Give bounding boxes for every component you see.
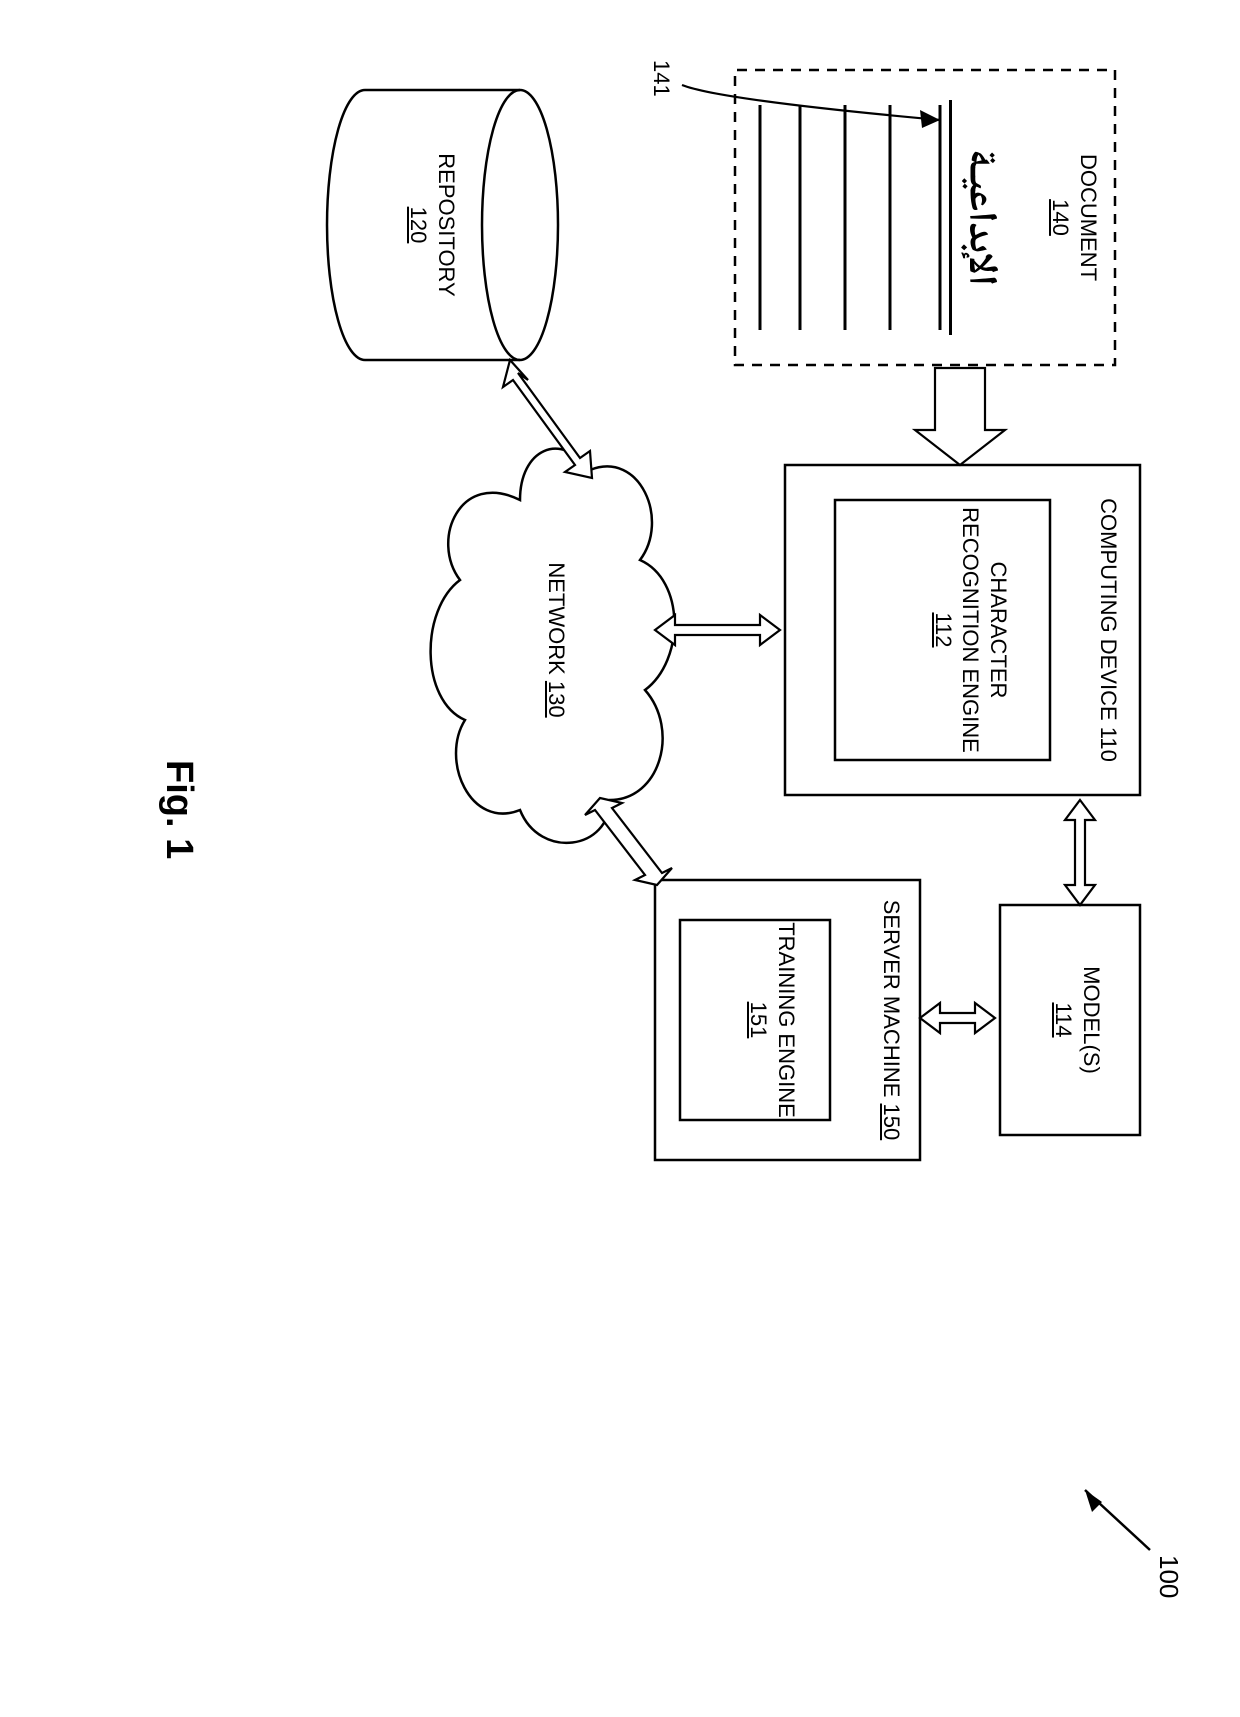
system-ref-label: 100 <box>1153 1555 1186 1598</box>
cre-ref: 112 <box>931 612 956 647</box>
network-title-text: NETWORK <box>544 562 569 674</box>
repository-title: REPOSITORY 120 <box>405 90 460 360</box>
arrow-doc-to-computing <box>915 368 1005 465</box>
system-ref-leader <box>1085 1490 1150 1550</box>
word-ref-label: 141 <box>648 60 676 97</box>
arrow-computing-models <box>1065 800 1095 905</box>
arrow-repo-network <box>503 360 592 478</box>
repository-ref: 120 <box>407 207 432 244</box>
document-title: DOCUMENT 140 <box>1047 70 1102 365</box>
word-label-leader <box>682 85 940 128</box>
diagram-stage: 100 DOCUMENT 140 الإبداعيـة 141 COMPUTIN… <box>0 0 1240 1717</box>
computing-title: COMPUTING DEVICE 110 <box>1095 465 1123 795</box>
arabic-word: الإبداعيـة <box>949 100 1008 335</box>
network-title: NETWORK 130 <box>543 540 571 740</box>
cre-title: CHARACTER RECOGNITION ENGINE 112 <box>930 500 1013 760</box>
document-title-text: DOCUMENT <box>1076 154 1101 281</box>
models-ref: 114 <box>1052 1002 1077 1037</box>
models-title-text: MODEL(S) <box>1079 966 1104 1074</box>
document-ref: 140 <box>1049 199 1074 236</box>
arrow-computing-network <box>655 615 780 645</box>
repository-title-text: REPOSITORY <box>434 153 459 296</box>
training-title-text: TRAINING ENGINE <box>774 922 799 1118</box>
server-title: SERVER MACHINE 150 <box>878 880 906 1160</box>
training-title: TRAINING ENGINE 151 <box>745 920 800 1120</box>
server-title-text: SERVER MACHINE <box>879 900 904 1098</box>
server-ref: 150 <box>879 1104 904 1141</box>
arrow-models-server <box>920 1003 995 1033</box>
network-ref: 130 <box>544 681 569 718</box>
figure-caption: Fig. 1 <box>157 760 200 859</box>
models-title: MODEL(S) 114 <box>1050 905 1105 1135</box>
cre-title-text: CHARACTER RECOGNITION ENGINE <box>959 507 1012 753</box>
arrow-server-network <box>585 798 672 885</box>
training-ref: 151 <box>747 1002 772 1039</box>
